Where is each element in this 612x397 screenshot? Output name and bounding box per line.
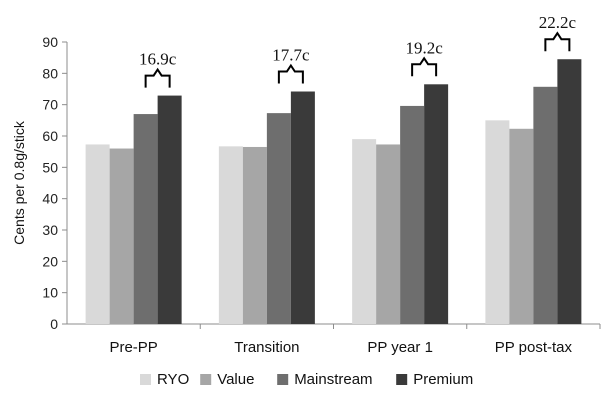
y-tick-label: 90 [42,34,58,50]
y-tick-label: 70 [42,97,58,113]
y-tick-label: 10 [42,285,58,301]
y-tick-label: 50 [42,159,58,175]
annotation-label: 22.2c [539,13,577,32]
bar [157,95,182,324]
bracket [544,31,571,52]
bar [352,139,377,324]
x-tick-label: Transition [234,339,299,356]
annotation-label: 16.9c [139,50,177,69]
y-tick-label: 80 [42,65,58,81]
bar [242,146,267,324]
legend-swatch [200,374,212,385]
bar [424,84,449,324]
y-tick-label: 0 [50,316,58,332]
y-tick-label: 30 [42,222,58,238]
legend-label: RYO [157,371,189,388]
annotations: 16.9c 17.7c 19.2c 22.2c [139,13,577,88]
bar [109,148,134,324]
x-tick-label: Pre-PP [109,339,157,356]
bar [400,105,425,324]
y-tick-label: 20 [42,253,58,269]
bar [533,86,558,324]
legend-label: Premium [413,371,473,388]
legend-label: Mainstream [294,371,372,388]
bars [85,59,582,324]
bracket [277,63,304,84]
legend-label: Value [217,371,254,388]
y-tick-label: 60 [42,128,58,144]
legend: RYO Value Mainstream Premium [140,371,473,388]
bracket [411,56,438,77]
bracket [144,67,171,88]
bar [376,144,401,324]
x-tick-label: PP post-tax [495,339,573,356]
bar [266,113,291,324]
bar [290,91,315,324]
x-tick-label: PP year 1 [367,339,433,356]
bar [557,59,582,324]
axes: 0 10 20 30 40 50 60 70 80 90 Pre-PP Transition PP ye… [42,34,601,356]
y-axis-label: Cents per 0.8g/stick [11,120,27,245]
bar [509,128,534,324]
legend-swatch [140,374,151,385]
y-tick-label: 40 [42,191,58,207]
bar [485,120,510,324]
legend-swatch [277,374,289,385]
bar [85,144,110,324]
bar [133,114,158,324]
annotation-label: 19.2c [405,38,443,57]
annotation-label: 17.7c [272,46,310,65]
legend-swatch [396,374,408,385]
bar [218,146,243,324]
